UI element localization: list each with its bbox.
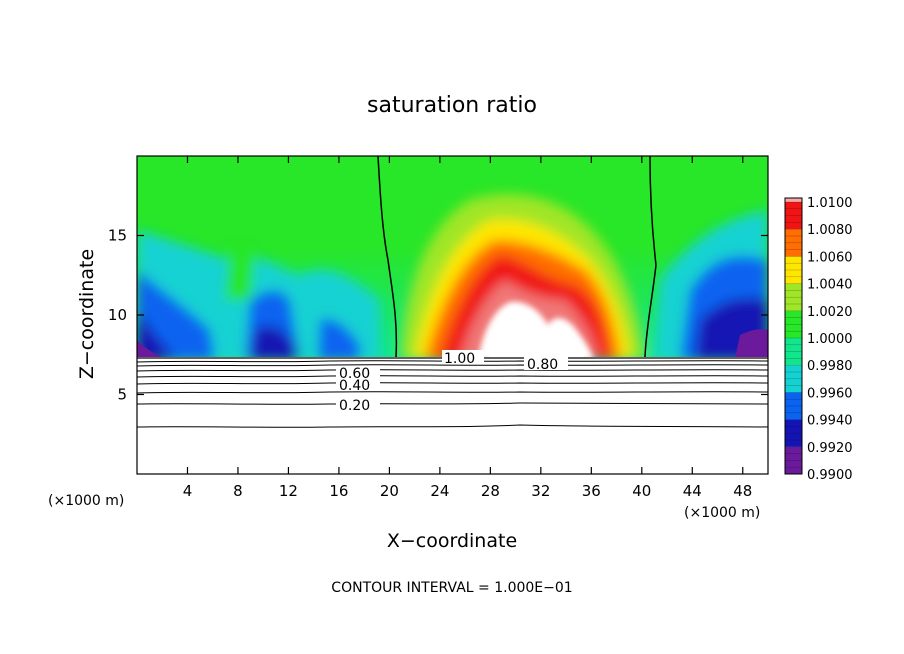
y-tick-label-0: 5 <box>117 386 127 404</box>
colorbar-label-0: 0.9900 <box>807 468 853 483</box>
x-tick-label-10: 44 <box>683 482 702 500</box>
x-axis-label: X−coordinate <box>387 530 517 552</box>
colorbar-segment-4 <box>785 338 802 366</box>
x-tick-label-8: 36 <box>582 482 601 500</box>
y-tick-label-2: 15 <box>108 227 127 245</box>
plot-area: 1.00 0.80 0.60 0.40 0.20 4 8 12 16 20 24 28 32 3… <box>108 155 769 500</box>
colorbar-label-9: 1.0080 <box>807 223 853 238</box>
contour-label-0.20: 0.20 <box>339 398 370 414</box>
x-tick-label-6: 28 <box>481 482 500 500</box>
colorbar-segment-7 <box>785 256 802 284</box>
colorbar-segment-0 <box>785 446 802 474</box>
x-tick-label-4: 20 <box>380 482 399 500</box>
colorbar-top-cap <box>785 198 802 202</box>
colorbar-segment-5 <box>785 310 802 338</box>
colorbar-segment-2 <box>785 392 802 420</box>
colorbar-label-5: 1.0000 <box>807 332 853 347</box>
contour-label-0.40: 0.40 <box>339 378 370 394</box>
y-tick-label-1: 10 <box>108 306 127 324</box>
saturation-field <box>137 156 768 357</box>
contour-label-1.00: 1.00 <box>444 351 475 367</box>
colorbar-label-2: 0.9940 <box>807 414 853 429</box>
contour-interval-note: CONTOUR INTERVAL = 1.000E−01 <box>331 580 572 596</box>
colorbar-label-7: 1.0040 <box>807 278 853 293</box>
colorbar-label-10: 1.0100 <box>807 196 853 211</box>
colorbar-segment-3 <box>785 365 802 393</box>
x-tick-label-5: 24 <box>430 482 449 500</box>
colorbar-segment-6 <box>785 283 802 311</box>
contour-label-0.60: 0.60 <box>339 366 370 382</box>
y-axis-ticks: 5 10 15 <box>108 227 768 404</box>
x-tick-label-7: 32 <box>531 482 550 500</box>
x-tick-label-0: 4 <box>183 482 193 500</box>
x-tick-label-2: 12 <box>279 482 298 500</box>
x-tick-label-11: 48 <box>733 482 752 500</box>
colorbar-segment-1 <box>785 419 802 447</box>
x-axis-ticks: 4 8 12 16 20 24 28 32 36 40 44 48 <box>183 156 752 500</box>
x-tick-label-9: 40 <box>632 482 651 500</box>
x-tick-label-3: 16 <box>329 482 348 500</box>
colorbar-label-4: 0.9980 <box>807 359 853 374</box>
colorbar-label-1: 0.9920 <box>807 441 853 456</box>
contour-label-0.80: 0.80 <box>527 357 558 373</box>
colorbar-segment-9 <box>785 202 802 230</box>
chart-title: saturation ratio <box>367 93 537 118</box>
colorbar-segment-8 <box>785 229 802 257</box>
colorbar-label-8: 1.0060 <box>807 250 853 265</box>
colorbar-frame <box>784 197 803 475</box>
x-unit-left: (×1000 m) <box>48 493 124 509</box>
x-unit-right: (×1000 m) <box>684 505 760 521</box>
colorbar: 0.9900 0.9920 0.9940 0.9960 0.9980 1.0000 1.00… <box>784 196 853 483</box>
contour-lines: 1.00 0.80 0.60 0.40 0.20 <box>137 350 768 428</box>
x-tick-label-1: 8 <box>233 482 243 500</box>
y-axis-label: Z−coordinate <box>76 249 98 379</box>
colorbar-label-3: 0.9960 <box>807 386 853 401</box>
colorbar-label-6: 1.0020 <box>807 305 853 320</box>
